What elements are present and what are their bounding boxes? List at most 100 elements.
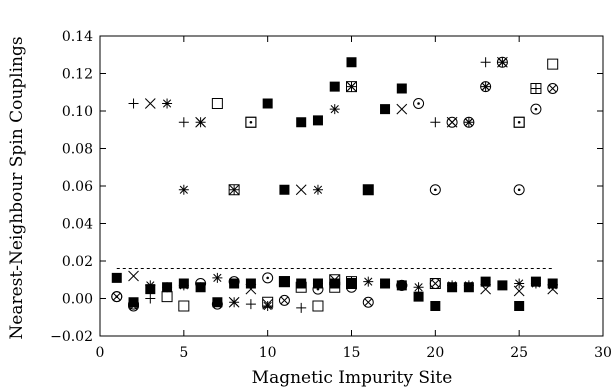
data-point-circle-cross bbox=[547, 83, 559, 94]
data-point-square-filled bbox=[229, 278, 240, 289]
data-point-asterisk bbox=[312, 184, 323, 195]
data-point-circle-cross bbox=[396, 279, 408, 291]
data-point-square-filled bbox=[530, 276, 541, 287]
data-point-square-open bbox=[211, 98, 223, 109]
data-point-square-filled bbox=[380, 104, 391, 115]
data-point-square-filled bbox=[480, 276, 491, 287]
y-tick-label: 0.14 bbox=[62, 29, 93, 45]
data-point-square-dot bbox=[513, 116, 525, 128]
data-point-asterisk bbox=[262, 301, 273, 311]
y-tick-label: 0.08 bbox=[62, 142, 93, 158]
data-point-plus bbox=[128, 98, 139, 109]
x-tick-label: 30 bbox=[594, 345, 612, 361]
data-point-circle-cross bbox=[211, 298, 223, 310]
data-point-square-open bbox=[178, 300, 190, 312]
data-point-cross bbox=[128, 270, 139, 282]
y-tick-label: 0.00 bbox=[62, 292, 93, 308]
data-point-square-filled bbox=[195, 282, 206, 293]
data-point-circle-dot bbox=[262, 272, 274, 284]
data-point-square-filled bbox=[162, 282, 173, 293]
data-point-square-filled bbox=[497, 280, 508, 291]
x-tick-label: 10 bbox=[259, 345, 277, 361]
data-point-square-filled bbox=[145, 284, 156, 295]
data-point-asterisk bbox=[162, 98, 173, 109]
x-tick-label: 25 bbox=[510, 345, 528, 361]
data-point-plus bbox=[480, 57, 491, 68]
data-point-cross bbox=[144, 98, 156, 109]
data-point-square-filled bbox=[262, 98, 273, 109]
data-point-circle-cross bbox=[111, 291, 123, 303]
data-point-square-plus bbox=[530, 83, 542, 94]
data-point-asterisk bbox=[195, 117, 206, 128]
data-point-square-filled bbox=[279, 184, 290, 195]
data-point-square-filled bbox=[463, 282, 474, 293]
data-point-plus bbox=[245, 299, 256, 310]
data-point-asterisk bbox=[413, 282, 424, 293]
y-tick-label: 0.06 bbox=[62, 179, 93, 195]
data-point-square-filled bbox=[514, 301, 525, 311]
y-tick-label: 0.02 bbox=[62, 254, 93, 270]
data-point-asterisk bbox=[514, 278, 525, 289]
data-point-square-filled bbox=[547, 278, 558, 289]
data-point-square-filled bbox=[430, 301, 441, 311]
data-point-square-filled bbox=[312, 115, 323, 126]
data-point-plus bbox=[178, 117, 189, 128]
x-tick-label: 5 bbox=[179, 345, 188, 361]
data-point-cross bbox=[295, 184, 307, 196]
data-point-square-filled bbox=[329, 81, 340, 92]
x-tick-label: 0 bbox=[96, 345, 105, 361]
data-point-square-cross bbox=[346, 81, 357, 93]
data-point-asterisk bbox=[212, 272, 223, 283]
data-point-square-filled bbox=[212, 297, 223, 308]
y-axis-title: Nearest-Neighbour Spin Couplings bbox=[7, 36, 27, 339]
data-point-square-filled bbox=[128, 297, 139, 308]
data-point-asterisk bbox=[229, 297, 240, 308]
data-point-circle-cross bbox=[278, 294, 290, 306]
data-point-square-cross bbox=[362, 184, 374, 196]
data-point-circle-dot bbox=[228, 276, 240, 288]
data-point-circle-cross bbox=[463, 116, 475, 128]
data-point-square-filled bbox=[178, 278, 189, 289]
data-point-square-open bbox=[547, 58, 559, 70]
data-point-square-filled bbox=[346, 57, 357, 68]
data-point-square-cross bbox=[278, 276, 290, 288]
data-point-square-filled bbox=[447, 282, 458, 293]
data-point-square-filled bbox=[111, 272, 122, 283]
plot-border bbox=[99, 35, 604, 337]
data-point-square-filled bbox=[413, 291, 424, 302]
data-point-circle-dot bbox=[429, 184, 441, 196]
data-point-asterisk bbox=[329, 104, 340, 115]
data-point-square-open bbox=[161, 291, 173, 303]
data-point-square-filled bbox=[296, 117, 307, 128]
y-tick-label: 0.12 bbox=[62, 67, 93, 83]
data-point-circle-cross bbox=[496, 56, 508, 68]
data-point-plus bbox=[145, 293, 156, 304]
data-point-square-filled bbox=[296, 278, 307, 289]
data-point-square-plus bbox=[228, 184, 240, 196]
x-axis-title: Magnetic Impurity Site bbox=[252, 368, 453, 387]
data-point-plus bbox=[430, 117, 441, 128]
plot-frame bbox=[99, 35, 604, 337]
data-point-square-filled bbox=[380, 278, 391, 289]
y-tick-label: 0.04 bbox=[62, 217, 93, 233]
data-point-circle-dot bbox=[513, 184, 525, 196]
data-point-square-plus bbox=[346, 276, 357, 288]
y-axis: −0.02 0.00 0.02 0.04 0.06 0.08 0.10 0.12 0.14 bbox=[50, 29, 603, 345]
data-point-circle-cross bbox=[480, 81, 492, 93]
data-point-square-dot bbox=[245, 116, 257, 128]
data-point-circle-dot bbox=[195, 278, 207, 289]
data-point-square-filled bbox=[312, 278, 323, 289]
data-point-cross bbox=[513, 285, 525, 297]
x-tick-label: 20 bbox=[426, 345, 444, 361]
y-tick-label: 0.10 bbox=[62, 104, 93, 120]
data-point-plus bbox=[296, 302, 307, 313]
data-points bbox=[111, 56, 559, 313]
data-point-square-open bbox=[262, 296, 274, 308]
data-point-square-open bbox=[312, 300, 324, 312]
data-point-asterisk bbox=[178, 184, 189, 195]
x-axis: 0 5 10 15 20 25 30 bbox=[96, 36, 612, 361]
y-tick-label: −0.02 bbox=[50, 329, 93, 345]
data-point-circle-dot bbox=[312, 283, 324, 295]
data-point-circle-dot bbox=[413, 98, 425, 109]
